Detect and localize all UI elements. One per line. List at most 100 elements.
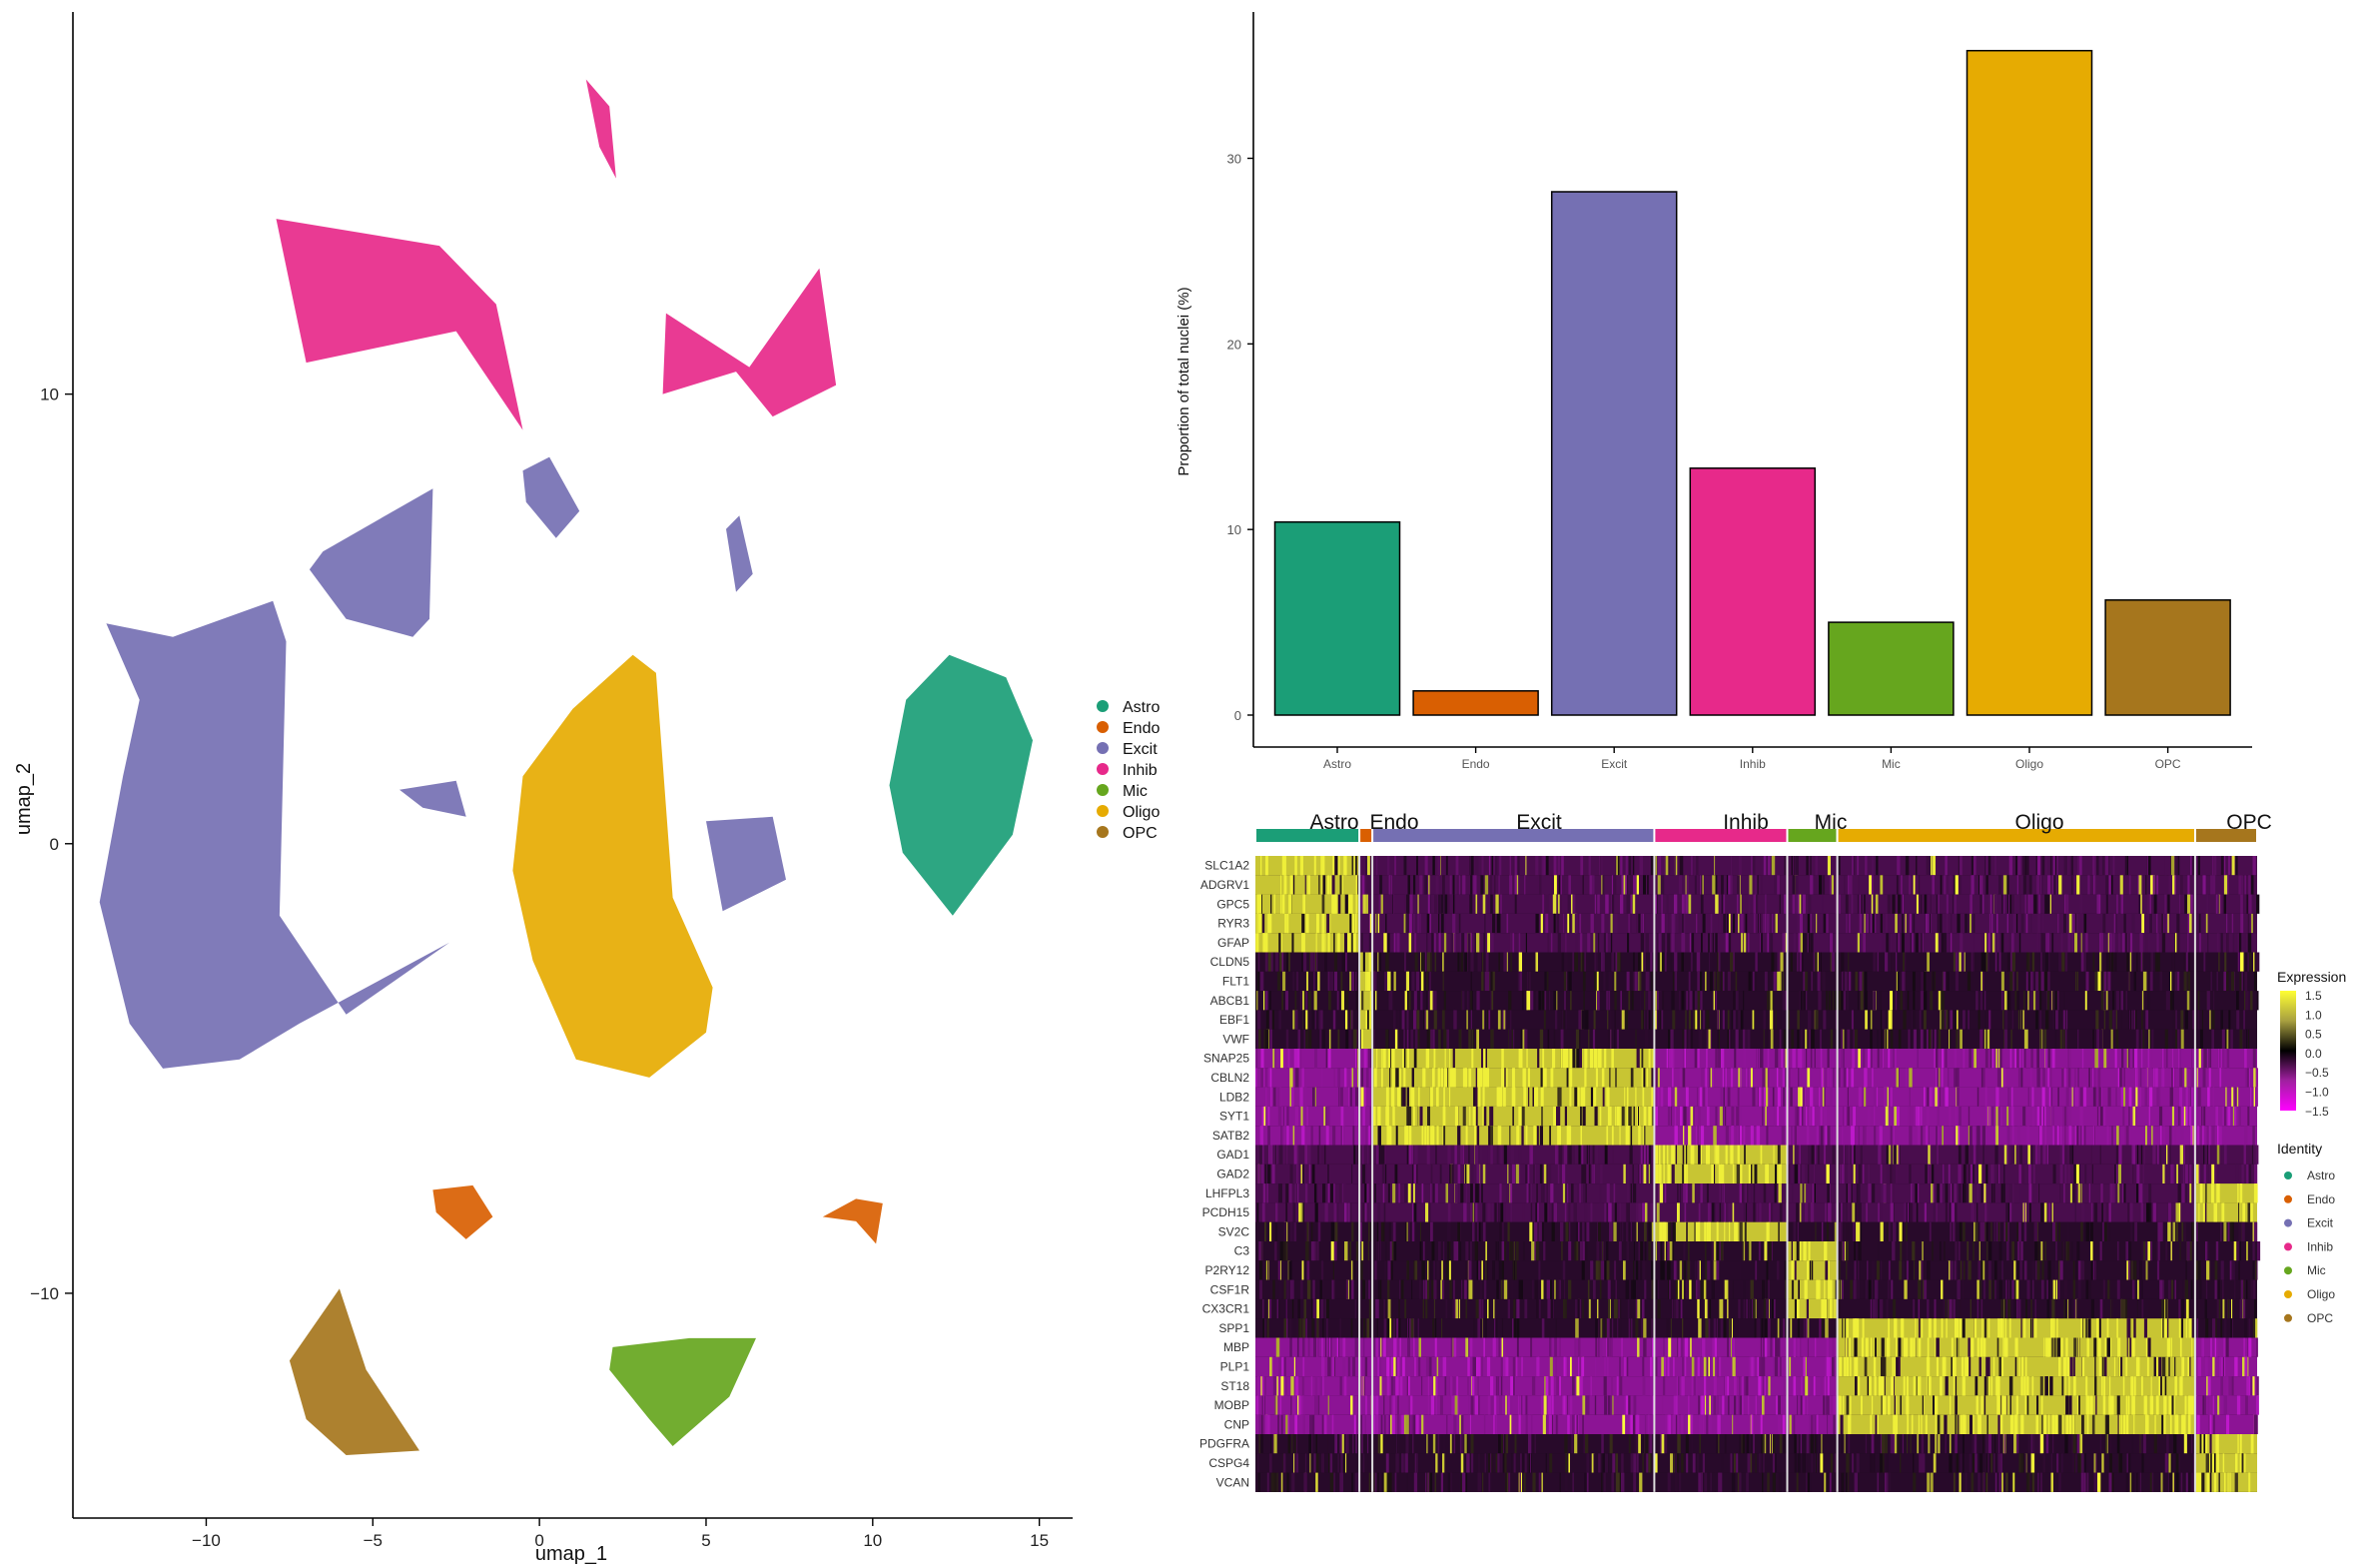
- heatmap-cell-stripe: [2072, 1279, 2076, 1299]
- heatmap-cell-stripe: [1723, 913, 1727, 934]
- heatmap-cell-stripe: [1430, 1087, 1433, 1107]
- heatmap-cell-stripe: [2099, 1145, 2101, 1165]
- heatmap-cell-stripe: [1313, 1087, 1316, 1107]
- heatmap-cell-stripe: [1700, 1126, 1705, 1146]
- heatmap-cell-stripe: [1968, 1106, 1970, 1127]
- heatmap-cell-stripe: [1958, 856, 1961, 876]
- heatmap-cell-stripe: [2131, 1279, 2135, 1299]
- heatmap-cell-stripe: [1716, 971, 1720, 992]
- heatmap-cell-stripe: [1582, 1241, 1585, 1261]
- heatmap-cell-stripe: [1296, 1049, 1300, 1069]
- heatmap-cell-stripe: [1259, 1260, 1262, 1280]
- heatmap-cell-stripe: [1696, 1087, 1699, 1107]
- heatmap-cell-stripe: [2196, 1068, 2198, 1088]
- heatmap-cell-stripe: [1512, 933, 1515, 953]
- heatmap-cell-stripe: [1555, 1145, 1558, 1165]
- heatmap-cell-stripe: [1900, 991, 1904, 1011]
- heatmap-cell-stripe: [2046, 1279, 2049, 1299]
- heatmap-cell-stripe: [1444, 1049, 1446, 1069]
- heatmap-cell-stripe: [1681, 952, 1684, 972]
- heatmap-cell-stripe: [1910, 1106, 1915, 1127]
- heatmap-cell-stripe: [1301, 1068, 1304, 1088]
- heatmap-cell-stripe: [1800, 933, 1803, 953]
- heatmap-cell-stripe: [1442, 1279, 1445, 1299]
- heatmap-cell-stripe: [1525, 933, 1527, 953]
- heatmap-cell-stripe: [2164, 856, 2167, 876]
- heatmap-cell-stripe: [1292, 971, 1295, 992]
- heatmap-cell-stripe: [2174, 875, 2176, 895]
- heatmap-cell-stripe: [1988, 933, 1992, 953]
- heatmap-cell-stripe: [1790, 952, 1793, 972]
- heatmap-cell-stripe: [2145, 875, 2147, 895]
- heatmap-cell-stripe: [1912, 1010, 1917, 1030]
- heatmap-cell-stripe: [1393, 1241, 1397, 1261]
- heatmap-cell-stripe: [1267, 913, 1271, 934]
- heatmap-cell-stripe: [1672, 1298, 1674, 1319]
- heatmap-cell-stripe: [2102, 1221, 2104, 1241]
- heatmap-cell-stripe: [1397, 1010, 1400, 1030]
- heatmap-cell-stripe: [1313, 856, 1316, 876]
- heatmap-cell-stripe: [2234, 1106, 2237, 1127]
- heatmap-cell-stripe: [2142, 971, 2147, 992]
- heatmap-cell-stripe: [1565, 1049, 1569, 1069]
- heatmap-cell-stripe: [1639, 856, 1644, 876]
- heatmap-cell-stripe: [2229, 1260, 2233, 1280]
- heatmap-cell-stripe: [1473, 875, 1477, 895]
- heatmap-cell-stripe: [1305, 913, 1309, 934]
- heatmap-cell-stripe: [2061, 952, 2065, 972]
- heatmap-cell-stripe: [1865, 1010, 1868, 1030]
- heatmap-cell-stripe: [1768, 1068, 1770, 1088]
- heatmap-cell-stripe: [1710, 913, 1713, 934]
- heatmap-cell-stripe: [2052, 1049, 2055, 1069]
- heatmap-cell-stripe: [2145, 1241, 2148, 1261]
- heatmap-cell-stripe: [1724, 1106, 1727, 1127]
- heatmap-cell-stripe: [1415, 971, 1420, 992]
- heatmap-cell-stripe: [1529, 991, 1533, 1011]
- heatmap-cell-stripe: [1304, 1183, 1308, 1203]
- heatmap-cell-stripe: [2127, 952, 2129, 972]
- heatmap-cell-stripe: [1776, 1049, 1779, 1069]
- heatmap-cell-stripe: [2137, 1068, 2140, 1088]
- heatmap-cell-stripe: [1572, 913, 1576, 934]
- heatmap-cell-stripe: [1771, 856, 1776, 876]
- heatmap-cell-stripe: [1304, 991, 1308, 1011]
- heatmap-cell-stripe: [1485, 1049, 1487, 1069]
- heatmap-cell-stripe: [1391, 1049, 1395, 1069]
- heatmap-cell-stripe: [1752, 1087, 1756, 1107]
- heatmap-cell-stripe: [1955, 1106, 1957, 1127]
- heatmap-cell-stripe: [1739, 1183, 1743, 1203]
- heatmap-cell-stripe: [1478, 1183, 1480, 1203]
- heatmap-cell-stripe: [1330, 1183, 1333, 1203]
- heatmap-cell-stripe: [1781, 894, 1784, 914]
- heatmap-cell-stripe: [1479, 1279, 1483, 1299]
- heatmap-cell-block: [1787, 1068, 1838, 1088]
- heatmap-cell-stripe: [1546, 971, 1549, 992]
- heatmap-cell-stripe: [1998, 952, 2001, 972]
- heatmap-cell-stripe: [1809, 933, 1811, 953]
- heatmap-cell-stripe: [1957, 1029, 1961, 1049]
- heatmap-cell-stripe: [2235, 1164, 2239, 1184]
- heatmap-cell-stripe: [1996, 1221, 1998, 1241]
- heatmap-cell-stripe: [2231, 856, 2235, 876]
- heatmap-cell-stripe: [2257, 1241, 2261, 1261]
- heatmap-cell-stripe: [1344, 894, 1348, 914]
- heatmap-cell-stripe: [2100, 1087, 2102, 1107]
- umap-clusters: [99, 79, 1033, 1455]
- heatmap-cell-stripe: [1684, 1202, 1687, 1222]
- heatmap-cell-block: [1787, 1241, 1838, 1261]
- heatmap-cell-stripe: [2183, 1145, 2185, 1165]
- heatmap-cell-stripe: [2042, 1145, 2046, 1165]
- heatmap-cell-stripe: [1590, 1202, 1593, 1222]
- umap-x-tick-label: 15: [1030, 1531, 1049, 1550]
- heatmap-cell-stripe: [1840, 1202, 1843, 1222]
- heatmap-cell-stripe: [1465, 1260, 1468, 1280]
- heatmap-cell-stripe: [2115, 1029, 2119, 1049]
- heatmap-cell-stripe: [1289, 1087, 1293, 1107]
- heatmap-cell-stripe: [1512, 1068, 1515, 1088]
- heatmap-cell-stripe: [1688, 894, 1692, 914]
- heatmap-cell-stripe: [2036, 1260, 2040, 1280]
- umap-legend-swatch-opc: [1097, 826, 1109, 838]
- heatmap-cell-stripe: [1470, 952, 1474, 972]
- heatmap-cell-stripe: [1657, 1298, 1661, 1319]
- heatmap-cell-stripe: [1772, 1087, 1775, 1107]
